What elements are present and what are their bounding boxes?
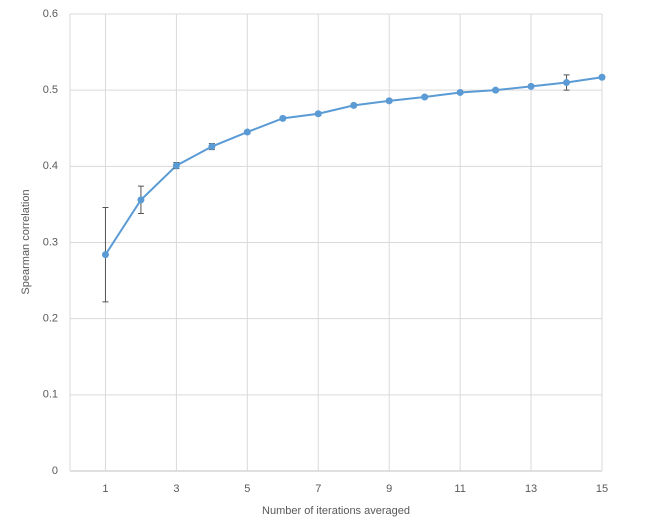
x-tick-label: 11	[454, 483, 465, 495]
x-tick-label: 15	[596, 483, 608, 495]
y-tick-label: 0.3	[43, 236, 58, 248]
data-point	[598, 73, 606, 81]
y-tick-label: 0.1	[43, 389, 58, 401]
y-tick-label: 0.2	[43, 313, 58, 325]
y-tick-label: 0.5	[43, 84, 58, 96]
data-point	[101, 251, 109, 259]
x-axis-label: Number of iterations averaged	[262, 505, 410, 517]
y-tick-label: 0	[52, 465, 58, 477]
y-axis-label: Spearman correlation	[20, 189, 32, 294]
data-point	[172, 162, 180, 170]
x-tick-label: 13	[525, 483, 537, 495]
y-tick-label: 0.6	[43, 8, 58, 20]
data-point	[563, 79, 571, 87]
data-point	[208, 143, 216, 151]
data-point	[279, 114, 287, 122]
data-point	[421, 93, 429, 101]
x-tick-label: 3	[173, 483, 179, 495]
y-tick-label: 0.4	[43, 160, 58, 172]
data-point	[314, 110, 322, 118]
data-point	[385, 97, 393, 105]
data-point	[492, 86, 500, 94]
x-tick-label: 7	[315, 483, 321, 495]
data-point	[527, 82, 535, 90]
x-tick-label: 9	[386, 483, 392, 495]
data-point	[350, 101, 358, 109]
x-tick-label: 1	[102, 483, 108, 495]
data-point	[456, 88, 464, 96]
data-point	[243, 128, 251, 136]
x-tick-label: 5	[244, 483, 250, 495]
data-point	[137, 196, 145, 204]
